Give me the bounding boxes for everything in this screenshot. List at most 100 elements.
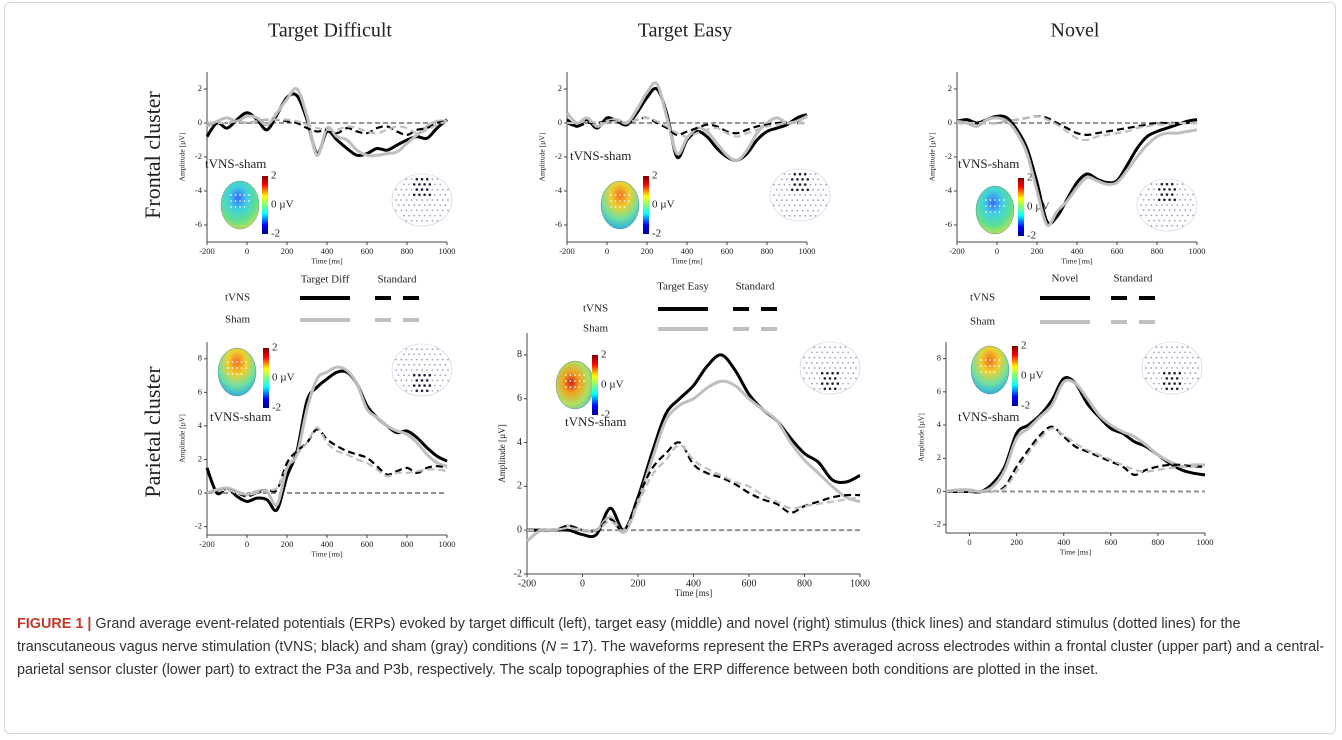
scalp-topography	[220, 180, 260, 230]
electrode	[1150, 377, 1153, 380]
scalp-electrode	[578, 374, 581, 376]
y-tick-label: -2	[195, 521, 202, 531]
electrode	[1160, 377, 1163, 380]
y-tick-label: -2	[934, 519, 941, 529]
electrode	[1163, 198, 1166, 202]
y-tick-label: 8	[937, 353, 941, 363]
data-line	[565, 81, 808, 163]
electrode	[1189, 198, 1192, 201]
electrode-map	[391, 343, 453, 397]
scalp-electrode	[230, 206, 232, 208]
electrode	[426, 369, 429, 371]
legend-column: Novel	[1052, 273, 1079, 285]
electrode	[1173, 371, 1176, 375]
electrode	[1153, 209, 1155, 212]
scalp-electrode	[231, 361, 234, 363]
electrode	[1179, 209, 1181, 212]
electrode	[823, 387, 827, 391]
electrode	[1194, 372, 1197, 375]
electrode	[402, 214, 405, 217]
electrode	[799, 214, 801, 217]
electrode	[1173, 188, 1177, 191]
electrode	[844, 387, 847, 390]
legend-row: Sham	[225, 314, 251, 326]
scalp-electrode	[993, 359, 996, 361]
colorbar-label: 2	[271, 170, 277, 182]
electrode	[397, 363, 400, 366]
y-tick-label: 0	[517, 524, 522, 535]
electrode	[395, 209, 397, 212]
electrode	[817, 209, 820, 212]
electrode	[1173, 382, 1176, 385]
electrode	[1163, 209, 1166, 212]
scalp-electrode	[239, 200, 241, 202]
scalp-electrode	[998, 205, 1001, 207]
electrode	[418, 183, 421, 186]
data-line	[566, 116, 807, 137]
electrode	[796, 209, 799, 212]
electrode	[1186, 356, 1189, 359]
electrode	[413, 353, 416, 356]
electrode	[1178, 382, 1182, 385]
electrode	[423, 193, 426, 197]
electrode	[1152, 382, 1155, 385]
electrode	[844, 367, 847, 369]
electrode	[818, 356, 821, 359]
electrode	[420, 389, 424, 393]
electrode	[447, 209, 449, 212]
legend-column: Target Diff	[301, 274, 350, 286]
electrode	[444, 374, 447, 377]
electrode	[421, 199, 423, 201]
electrode	[405, 178, 408, 181]
x-tick-label: 200	[281, 539, 294, 549]
electrode	[405, 348, 408, 351]
electrode	[813, 356, 816, 359]
scalp-electrode	[610, 206, 612, 208]
electrode	[428, 384, 432, 387]
scalp-electrode	[989, 359, 991, 361]
electrode	[1168, 382, 1171, 385]
electrode	[444, 193, 447, 196]
scalp-electrode	[234, 206, 237, 208]
electrode	[839, 387, 842, 390]
column-title: Novel	[1051, 20, 1100, 42]
electrode	[806, 188, 810, 192]
y-tick-label: 6	[198, 386, 202, 396]
electrode	[823, 346, 826, 349]
electrode	[1165, 377, 1169, 380]
electrode	[855, 367, 857, 369]
electrode	[1194, 361, 1197, 364]
electrode	[819, 204, 822, 207]
scalp-electrode	[574, 380, 576, 382]
electrode	[1170, 377, 1174, 380]
scalp-electrode	[574, 374, 576, 376]
electrode	[1166, 224, 1168, 227]
electrode	[818, 367, 821, 369]
electrode	[834, 356, 837, 359]
electrode	[801, 209, 804, 212]
electrode	[814, 183, 817, 186]
electrode	[817, 178, 820, 181]
electrode	[1165, 182, 1169, 186]
x-tick-label: 200	[281, 246, 294, 256]
electrode	[410, 379, 413, 382]
electrode	[842, 361, 844, 364]
electrode	[1140, 214, 1142, 217]
scalp-electrode	[998, 199, 1001, 201]
electrode	[431, 188, 434, 191]
legend-row: tVNS	[225, 292, 250, 304]
electrode	[415, 209, 418, 212]
electrode-map	[1141, 341, 1203, 395]
electrode	[1181, 183, 1184, 186]
electrode	[834, 346, 837, 349]
electrode	[1147, 219, 1150, 222]
y-tick-label: 4	[517, 437, 522, 448]
electrode	[796, 199, 799, 202]
electrode	[829, 356, 831, 359]
electrode	[1165, 356, 1168, 359]
electrode	[1186, 377, 1189, 380]
scalp-topography	[555, 360, 595, 410]
y-tick-label: 0	[558, 117, 562, 127]
electrode	[775, 199, 778, 202]
electrode	[831, 371, 834, 375]
